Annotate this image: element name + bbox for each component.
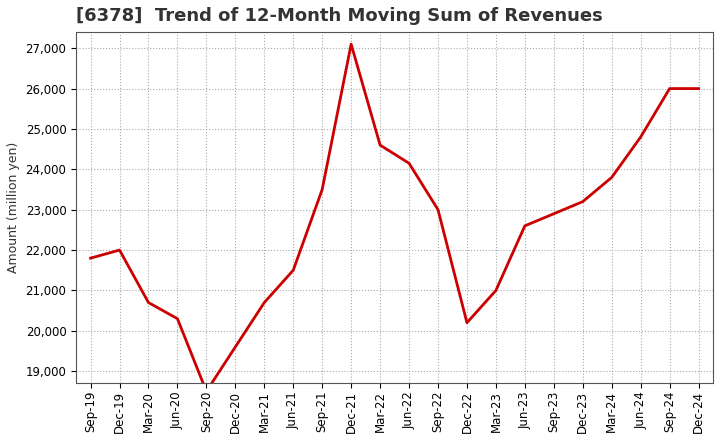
Text: [6378]  Trend of 12-Month Moving Sum of Revenues: [6378] Trend of 12-Month Moving Sum of R… [76, 7, 603, 25]
Y-axis label: Amount (million yen): Amount (million yen) [7, 142, 20, 273]
